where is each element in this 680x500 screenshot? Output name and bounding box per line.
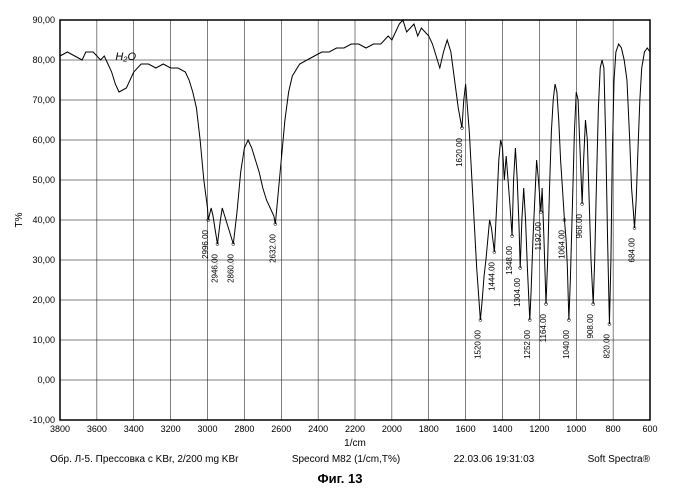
svg-text:1348.00: 1348.00: [505, 245, 514, 274]
svg-text:2946.00: 2946.00: [210, 253, 219, 282]
svg-text:1800: 1800: [419, 424, 439, 434]
svg-text:908.00: 908.00: [586, 313, 595, 338]
caption-datetime: 22.03.06 19:31:03: [454, 454, 535, 465]
svg-text:H₂O: H₂O: [115, 51, 136, 63]
svg-text:40,00: 40,00: [32, 215, 55, 225]
svg-text:1064.00: 1064.00: [557, 229, 566, 258]
caption-instrument: Specord M82 (1/cm,T%): [292, 454, 400, 465]
svg-text:20,00: 20,00: [32, 295, 55, 305]
caption-row: Обр. Л-5. Прессовка с KBr, 2/200 mg KBr …: [10, 454, 670, 465]
svg-text:2632.00: 2632.00: [268, 233, 277, 262]
svg-text:3200: 3200: [161, 424, 181, 434]
svg-text:684.00: 684.00: [628, 237, 637, 262]
svg-text:1/cm: 1/cm: [344, 438, 366, 449]
svg-text:820.00: 820.00: [602, 333, 611, 358]
svg-text:3400: 3400: [124, 424, 144, 434]
svg-text:2400: 2400: [308, 424, 328, 434]
svg-text:60,00: 60,00: [32, 135, 55, 145]
svg-text:30,00: 30,00: [32, 255, 55, 265]
svg-text:1304.00: 1304.00: [513, 277, 522, 306]
svg-text:1040.00: 1040.00: [562, 329, 571, 358]
svg-text:1444.00: 1444.00: [487, 261, 496, 290]
svg-text:1600: 1600: [456, 424, 476, 434]
svg-text:-10,00: -10,00: [29, 415, 55, 425]
svg-text:3600: 3600: [87, 424, 107, 434]
svg-text:2000: 2000: [382, 424, 402, 434]
svg-text:1000: 1000: [566, 424, 586, 434]
svg-text:800: 800: [606, 424, 621, 434]
svg-text:0,00: 0,00: [37, 375, 55, 385]
caption-software: Soft Spectra®: [588, 454, 650, 465]
svg-text:1192.00: 1192.00: [534, 221, 543, 250]
svg-text:50,00: 50,00: [32, 175, 55, 185]
svg-text:600: 600: [642, 424, 657, 434]
svg-text:968.00: 968.00: [575, 213, 584, 238]
svg-text:1620.00: 1620.00: [455, 137, 464, 166]
svg-text:2800: 2800: [234, 424, 254, 434]
svg-text:80,00: 80,00: [32, 55, 55, 65]
svg-text:1164.00: 1164.00: [539, 313, 548, 342]
caption-sample: Обр. Л-5. Прессовка с KBr, 2/200 mg KBr: [50, 454, 238, 465]
svg-text:1520.00: 1520.00: [473, 329, 482, 358]
ir-spectrum-chart: 3800 3600 3400 3200 3000 2800 2600 2400 2200 2000…: [10, 10, 670, 450]
svg-text:2200: 2200: [345, 424, 365, 434]
svg-text:2600: 2600: [271, 424, 291, 434]
svg-text:3000: 3000: [197, 424, 217, 434]
svg-text:T%: T%: [14, 212, 25, 227]
svg-text:1252.00: 1252.00: [523, 329, 532, 358]
chart-svg: 3800 3600 3400 3200 3000 2800 2600 2400 2200 2000…: [10, 10, 670, 450]
svg-text:1200: 1200: [529, 424, 549, 434]
svg-text:10,00: 10,00: [32, 335, 55, 345]
svg-text:1400: 1400: [492, 424, 512, 434]
svg-text:3800: 3800: [50, 424, 70, 434]
svg-text:90,00: 90,00: [32, 15, 55, 25]
svg-text:70,00: 70,00: [32, 95, 55, 105]
svg-text:2860.00: 2860.00: [226, 253, 235, 282]
figure-label: Фиг. 13: [10, 471, 670, 486]
svg-text:2996.00: 2996.00: [201, 229, 210, 258]
